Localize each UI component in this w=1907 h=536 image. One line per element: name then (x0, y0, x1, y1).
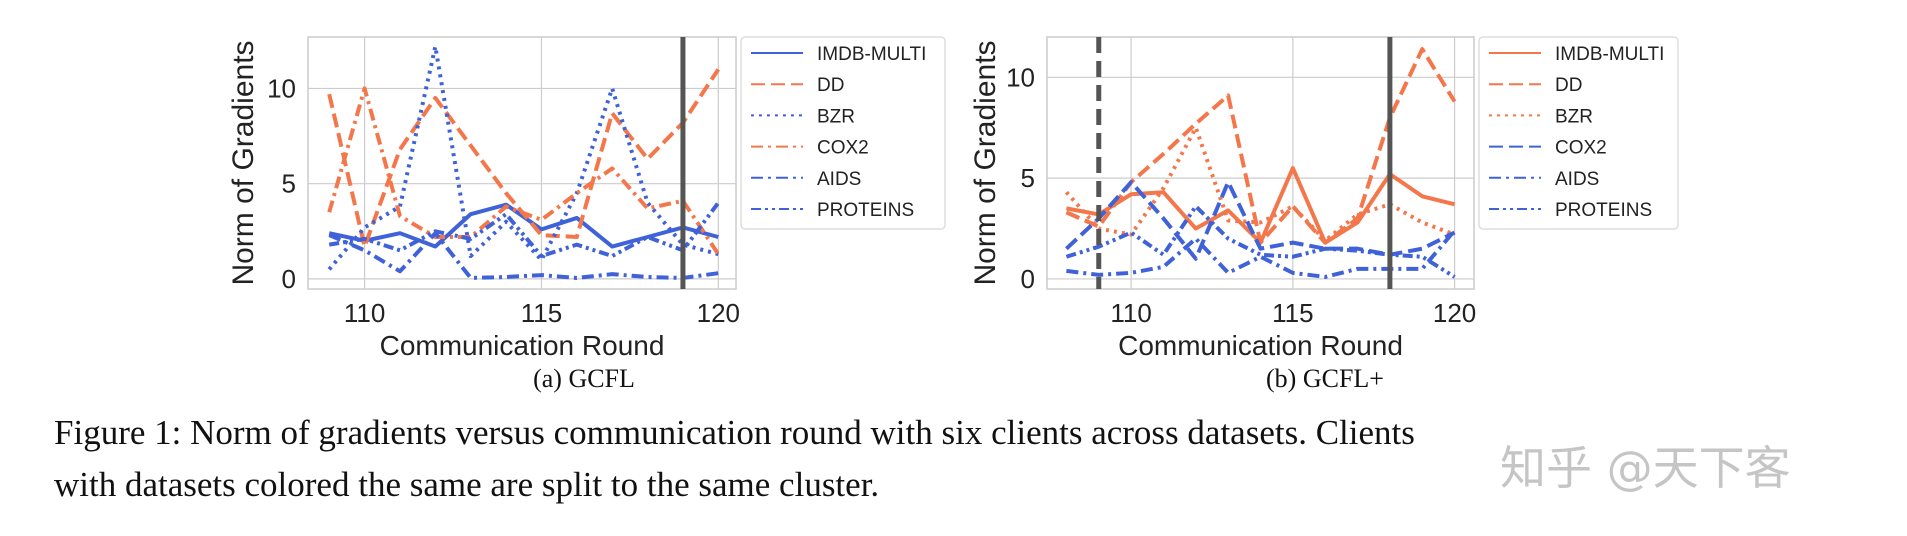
legend-label: AIDS (1555, 169, 1599, 190)
series-line-cox2 (327, 86, 720, 256)
subcaption-b: (b) GCFL+ (1266, 364, 1384, 393)
chart-a: 110 115 120 0 5 10 Communication Round Norm of … (227, 36, 946, 361)
subcaption-a: (a) GCFL (533, 364, 635, 393)
x-tick-label: 110 (1110, 298, 1151, 328)
y-tick-label: 10 (1006, 62, 1035, 92)
x-tick-label: 120 (1433, 298, 1476, 328)
legend: IMDB-MULTI DD BZR COX2 AIDS PROTEINS (740, 36, 946, 230)
x-axis-label: Communication Round (1118, 330, 1403, 361)
y-tick-label: 10 (267, 73, 296, 103)
legend: IMDB-MULTI DD BZR COX2 AIDS PROTEINS (1478, 36, 1679, 230)
legend-label: PROTEINS (817, 200, 914, 221)
legend-label: COX2 (817, 138, 869, 159)
legend-box (1478, 36, 1679, 230)
x-tick-label: 120 (697, 298, 740, 328)
legend-label: DD (817, 75, 844, 96)
figure-caption-line2: with datasets colored the same are split… (54, 465, 880, 504)
y-axis-label: Norm of Gradients (969, 40, 1002, 285)
series-line-proteins (328, 201, 720, 259)
plot-area (307, 36, 737, 290)
figure: 110 115 120 0 5 10 Communication Round Norm of … (227, 36, 1679, 361)
chart-b: 110 115 120 0 5 10 Communication Round Norm of … (969, 36, 1679, 361)
legend-label: BZR (817, 106, 855, 127)
legend-label: BZR (1555, 106, 1593, 127)
series-line-bzr (327, 44, 719, 271)
legend-label: COX2 (1555, 138, 1607, 159)
y-tick-label: 5 (282, 169, 296, 199)
legend-label: PROTEINS (1555, 200, 1652, 221)
x-tick-label: 110 (344, 298, 385, 328)
x-axis-label: Communication Round (380, 330, 665, 361)
y-tick-label: 0 (282, 264, 296, 294)
legend-label: IMDB-MULTI (1555, 44, 1664, 65)
watermark: 知乎 @天下客 (1500, 441, 1791, 495)
x-tick-label: 115 (521, 298, 562, 328)
y-axis-label: Norm of Gradients (227, 40, 260, 285)
y-tick-label: 0 (1021, 264, 1035, 294)
y-tick-label: 5 (1021, 163, 1035, 193)
figure-caption-line1: Figure 1: Norm of gradients versus commu… (54, 413, 1415, 452)
legend-label: AIDS (817, 169, 861, 190)
legend-label: IMDB-MULTI (817, 44, 926, 65)
x-tick-label: 115 (1272, 298, 1313, 328)
legend-label: DD (1555, 75, 1582, 96)
